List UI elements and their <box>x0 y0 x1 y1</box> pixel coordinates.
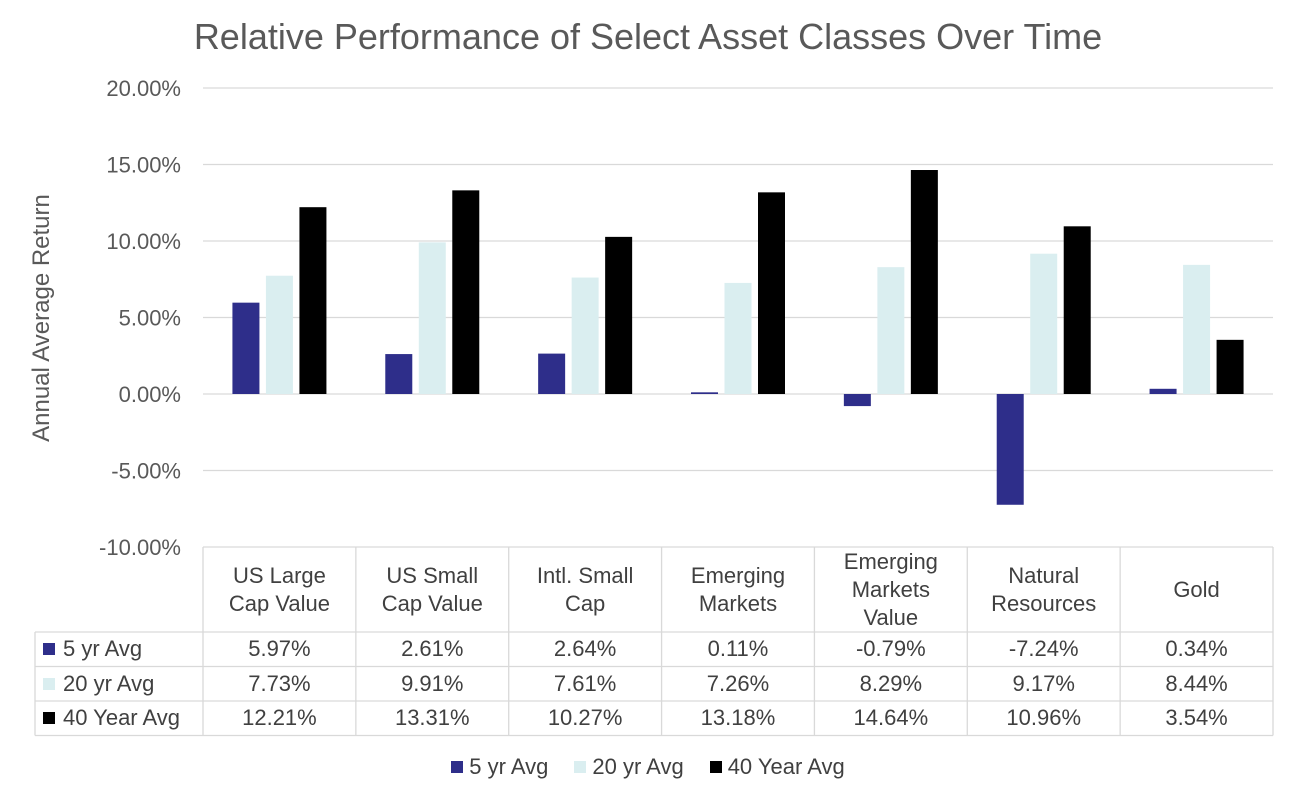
table-cell: 2.64% <box>553 636 617 661</box>
legend-label: 20 yr Avg <box>592 754 684 779</box>
y-tick-label: -10.00% <box>99 535 181 560</box>
category-label: Intl. Small Cap <box>536 563 634 616</box>
bar <box>232 302 260 394</box>
y-tick-label: 0.00% <box>119 382 181 407</box>
table-cell: 7.61% <box>553 670 617 696</box>
category-label: US Large Cap Value <box>228 563 330 616</box>
bar <box>843 394 871 407</box>
legend-swatch <box>574 761 587 773</box>
table-cell: 13.31% <box>394 705 470 730</box>
table-cell: 9.91% <box>401 670 464 696</box>
bar <box>538 353 566 394</box>
table-cell: 13.18% <box>700 705 776 730</box>
table-cell: 9.17% <box>1012 670 1075 696</box>
category-label: Emerging Markets Value <box>843 549 938 630</box>
bar <box>758 192 785 394</box>
table-cell: 5.97% <box>248 636 311 661</box>
table-cell: 0.34% <box>1165 636 1228 661</box>
legend-label: 40 Year Avg <box>727 754 845 779</box>
table-cell: 10.96% <box>1006 705 1082 730</box>
legend: 5 yr Avg 20 yr Avg 40 Year Avg <box>0 754 1296 780</box>
legend-item: 5 yr Avg <box>451 754 548 780</box>
bar <box>571 277 599 394</box>
bar <box>1063 226 1091 394</box>
bar <box>1216 339 1244 394</box>
series-swatch <box>43 712 55 724</box>
bar <box>877 267 905 394</box>
legend-item: 20 yr Avg <box>574 754 684 780</box>
y-tick-label: -5.00% <box>111 459 181 484</box>
table-row-header: 40 Year Avg <box>35 701 180 735</box>
series-swatch <box>43 677 55 690</box>
table-cell: 0.11% <box>707 636 769 661</box>
bar <box>452 190 480 394</box>
table-cell: 7.26% <box>706 670 770 696</box>
table-cell: 14.64% <box>853 705 929 730</box>
bar <box>265 275 293 394</box>
bar <box>299 207 327 394</box>
legend-swatch <box>709 761 722 773</box>
table-cell: 12.21% <box>242 705 317 730</box>
category-label: Gold <box>1173 577 1220 602</box>
series-swatch <box>43 643 55 655</box>
bar <box>1030 253 1058 394</box>
table-cell: 10.27% <box>547 705 623 730</box>
y-tick-label: 20.00% <box>106 76 181 101</box>
chart-title: Relative Performance of Select Asset Cla… <box>193 16 1103 57</box>
bar <box>910 170 938 394</box>
bar <box>605 236 633 394</box>
table-row-header: 5 yr Avg <box>35 632 142 666</box>
bar <box>996 394 1024 505</box>
bar <box>691 392 718 394</box>
y-tick-label: 15.00% <box>106 153 181 178</box>
category-label: US Small Cap Value <box>381 563 483 616</box>
table-cell: 7.73% <box>248 670 311 696</box>
bar <box>1183 264 1211 394</box>
bar <box>1149 388 1177 394</box>
series-name: 40 Year Avg <box>63 705 181 730</box>
category-label: Emerging Markets <box>690 563 786 616</box>
table-cell: 2.61% <box>401 636 464 661</box>
legend-swatch <box>451 761 464 773</box>
bar <box>385 354 413 394</box>
table-row-header: 20 yr Avg <box>35 667 154 701</box>
y-tick-label: 5.00% <box>119 306 181 331</box>
table-cell: -0.79% <box>855 636 926 661</box>
table-cell: 8.44% <box>1165 670 1228 696</box>
series-name: 5 yr Avg <box>63 636 143 661</box>
legend-item: 40 Year Avg <box>709 754 845 780</box>
table-cell: -7.24% <box>1008 636 1079 661</box>
table-cell: 3.54% <box>1165 705 1228 730</box>
series-name: 20 yr Avg <box>63 670 155 696</box>
bar <box>418 242 446 394</box>
table-cell: 8.29% <box>859 670 923 696</box>
legend-label: 5 yr Avg <box>469 754 549 779</box>
bar <box>724 282 752 394</box>
category-label: Natural Resources <box>991 563 1097 616</box>
y-tick-label: 10.00% <box>106 229 181 254</box>
